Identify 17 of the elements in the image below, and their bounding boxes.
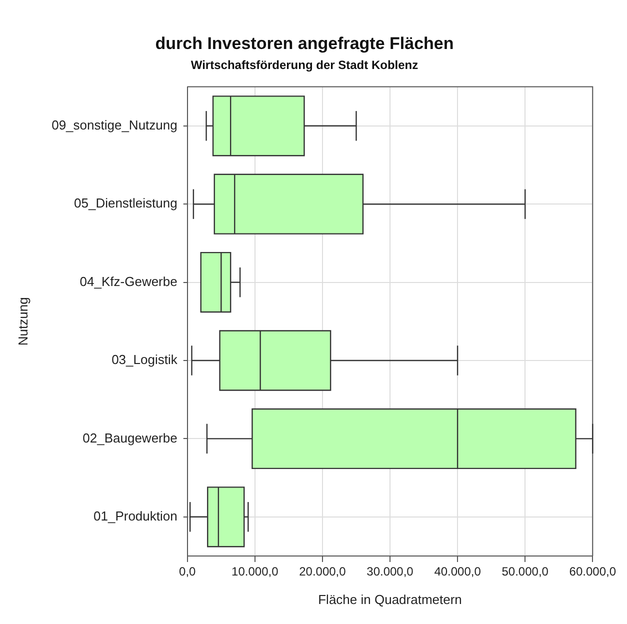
- y-tick-label: 09_sonstige_Nutzung: [52, 117, 178, 132]
- x-tick-label: 60.000,0: [569, 564, 616, 579]
- chart-title: durch Investoren angefragte Flächen: [155, 34, 454, 53]
- x-tick-label: 50.000,0: [502, 564, 549, 579]
- chart-subtitle: Wirtschaftsförderung der Stadt Koblenz: [190, 58, 418, 72]
- x-axis-title: Fläche in Quadratmetern: [318, 592, 462, 607]
- y-axis-title: Nutzung: [15, 297, 30, 346]
- y-tick-label: 01_Produktion: [94, 508, 178, 524]
- x-tick-label: 20.000,0: [299, 564, 346, 579]
- x-tick-label: 30.000,0: [366, 564, 414, 579]
- x-tick-label: 40.000,0: [434, 564, 482, 579]
- y-tick-label: 05_Dienstleistung: [74, 196, 178, 211]
- x-tick-label: 10.000,0: [232, 564, 279, 579]
- y-tick-label: 02_Baugewerbe: [82, 430, 178, 446]
- y-tick-label: 04_Kfz-Gewerbe: [80, 274, 178, 289]
- x-tick-label: 0,0: [179, 564, 196, 579]
- y-tick-label: 03_Logistik: [112, 352, 178, 368]
